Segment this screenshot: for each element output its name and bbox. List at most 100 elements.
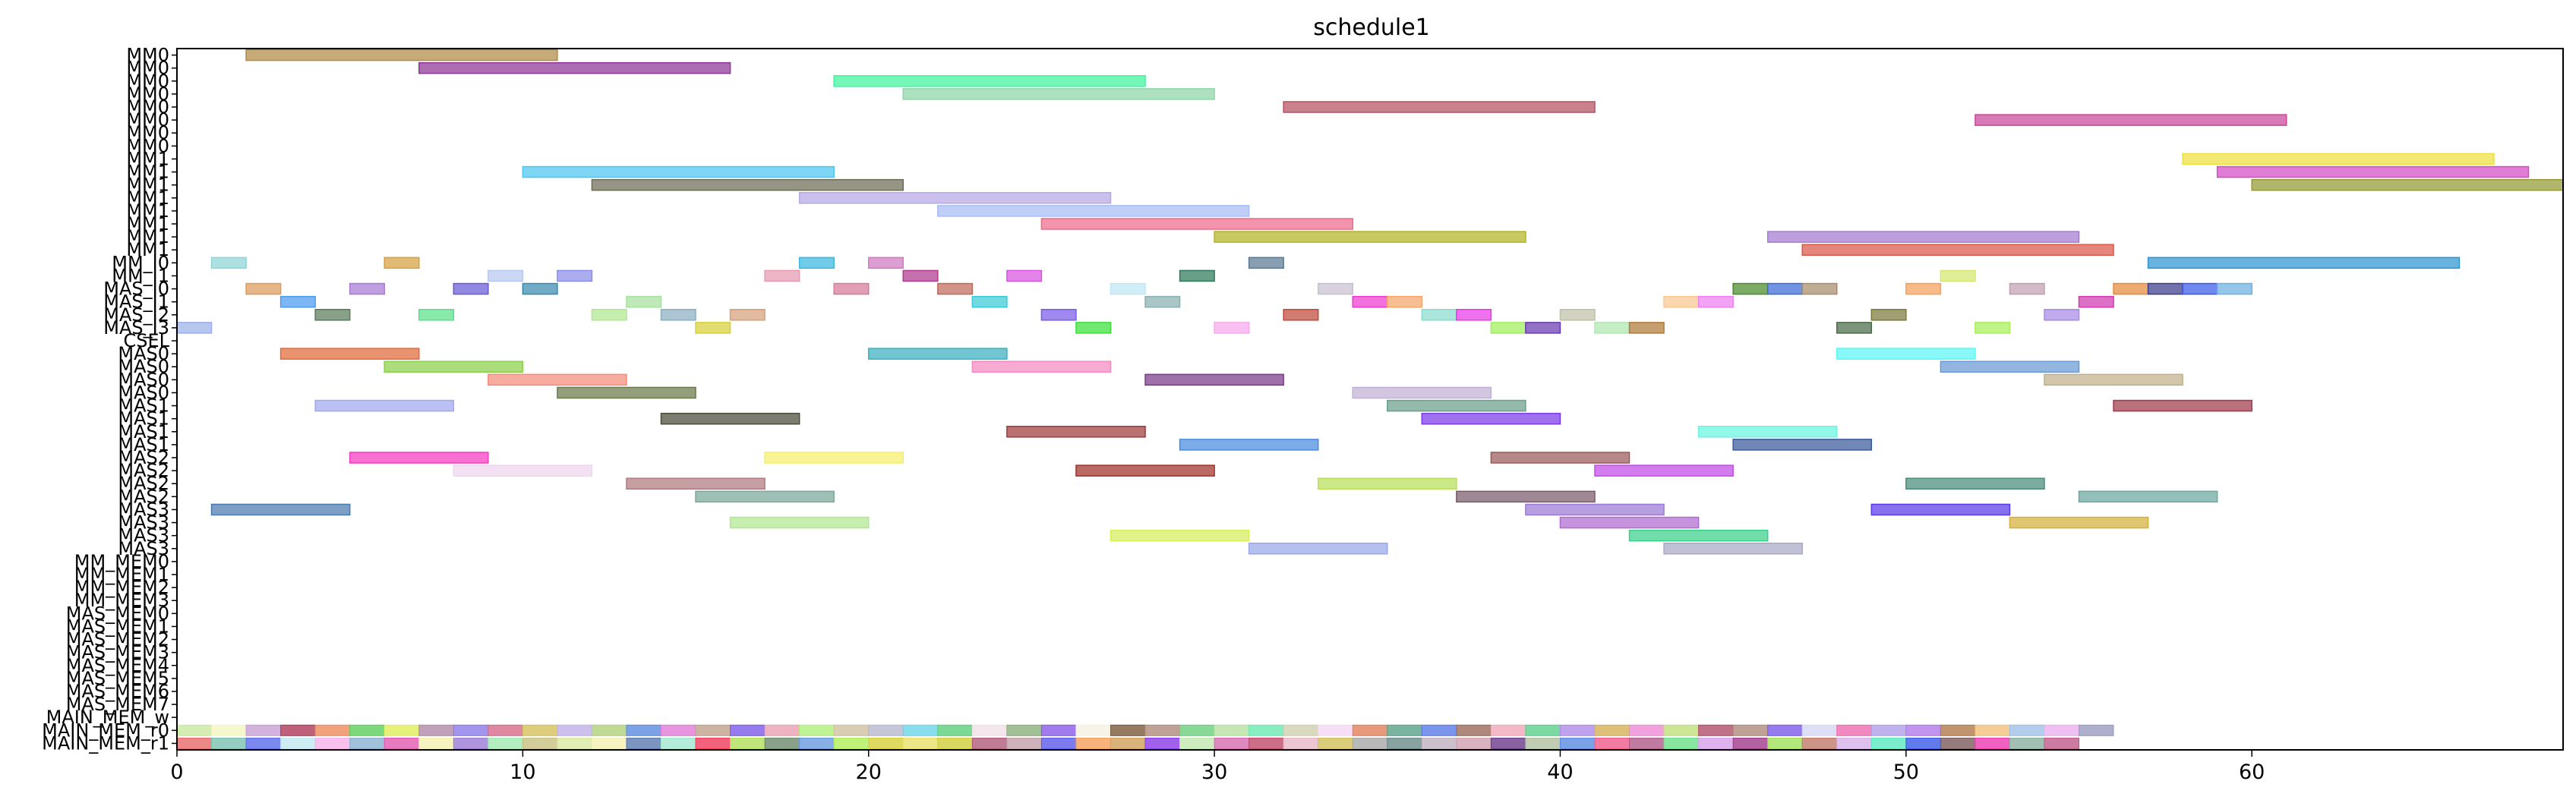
schedule-bar xyxy=(1732,282,1769,295)
y-tick-label: MM0 xyxy=(126,58,169,79)
main-mem-block xyxy=(1179,737,1215,749)
main-mem-block xyxy=(453,724,489,736)
schedule-bar xyxy=(349,452,489,464)
schedule-bar xyxy=(1663,543,1803,555)
schedule-bar xyxy=(1110,529,1250,542)
y-tick-label: MAS3 xyxy=(118,538,169,559)
schedule-bar xyxy=(1594,464,1734,477)
schedule-bar xyxy=(626,477,766,490)
schedule-bar xyxy=(1975,114,2287,126)
main-mem-block xyxy=(730,737,766,749)
schedule-bar xyxy=(1697,295,1734,308)
main-mem-block xyxy=(1040,737,1077,749)
y-tick-label: MAS_MEM3 xyxy=(66,642,169,663)
main-mem-block xyxy=(245,724,282,736)
schedule-bar xyxy=(1283,309,1319,321)
schedule-bar xyxy=(1594,322,1631,334)
main-mem-block xyxy=(937,724,973,736)
main-mem-block xyxy=(557,724,592,736)
main-mem-block xyxy=(1525,737,1561,749)
schedule-bar xyxy=(1352,295,1388,308)
schedule-bar xyxy=(1144,373,1284,386)
schedule-bar xyxy=(833,282,870,295)
main-mem-block xyxy=(1075,737,1111,749)
main-mem-block xyxy=(2009,737,2045,749)
main-mem-block xyxy=(349,737,385,749)
schedule-bar xyxy=(2044,373,2183,386)
y-tick-label: MM0 xyxy=(126,135,169,156)
y-tick-label: MAIN_MEM_r0 xyxy=(42,720,169,741)
main-mem-block xyxy=(1801,737,1838,749)
main-mem-block xyxy=(1456,737,1492,749)
schedule-bar xyxy=(1040,309,1077,321)
main-mem-block xyxy=(1870,724,1907,736)
y-tick-label: MAS_MEM7 xyxy=(66,694,169,715)
main-mem-block xyxy=(349,724,385,736)
schedule-bar xyxy=(798,192,1112,204)
schedule-bar xyxy=(279,295,316,308)
schedule-bar xyxy=(2251,178,2564,191)
y-tick-label: MAS_MEM0 xyxy=(66,603,169,624)
main-mem-block xyxy=(1352,724,1388,736)
schedule-bar xyxy=(2113,282,2149,295)
schedule-bar xyxy=(1075,322,1112,334)
main-mem-block xyxy=(1249,737,1284,749)
schedule-bar xyxy=(210,257,247,269)
schedule-bar xyxy=(245,49,558,61)
schedule-bar xyxy=(1870,309,1907,321)
y-tick-label: MM1 xyxy=(126,148,169,169)
schedule-bar xyxy=(1179,439,1319,451)
schedule-bar xyxy=(1456,490,1596,503)
main-mem-block xyxy=(971,737,1008,749)
main-mem-block xyxy=(1006,724,1042,736)
main-mem-block xyxy=(1663,724,1700,736)
main-mem-layer xyxy=(176,724,2114,749)
schedule-bar xyxy=(453,464,593,477)
x-tick-label: 60 xyxy=(2239,760,2265,784)
main-mem-block xyxy=(1629,724,1665,736)
y-tick-label: MM0 xyxy=(126,71,169,92)
y-tick-label: MAS_MEM6 xyxy=(66,681,169,702)
x-tick-label: 40 xyxy=(1547,760,1573,784)
schedule-bar xyxy=(488,373,627,386)
y-tick-label: MAS0 xyxy=(118,343,169,364)
main-mem-block xyxy=(937,737,973,749)
schedule-bar xyxy=(245,282,282,295)
x-tick-label: 50 xyxy=(1893,760,1919,784)
schedule-bar xyxy=(488,269,524,282)
schedule-bar xyxy=(1006,426,1146,438)
schedule-bar xyxy=(1766,282,1803,295)
main-mem-block xyxy=(211,724,247,736)
schedule-bar xyxy=(2113,399,2252,412)
y-tick-label: MAS2 xyxy=(118,447,169,468)
main-mem-block xyxy=(384,737,420,749)
schedule-bar xyxy=(1490,452,1631,464)
schedule-bar xyxy=(1283,101,1596,113)
main-mem-block xyxy=(764,737,800,749)
main-mem-block xyxy=(1490,737,1526,749)
x-tick-label: 30 xyxy=(1201,760,1227,784)
schedule-bar xyxy=(1766,231,2080,243)
main-mem-block xyxy=(1594,724,1631,736)
y-tick-label: MAS2 xyxy=(118,486,169,507)
y-tick-label: MM_MEM3 xyxy=(74,590,169,611)
main-mem-block xyxy=(453,737,489,749)
schedule-bar xyxy=(1801,244,2114,256)
main-mem-block xyxy=(488,737,523,749)
schedule-bar xyxy=(1387,399,1526,412)
main-mem-block xyxy=(1214,737,1250,749)
schedule-bar xyxy=(971,361,1112,373)
schedule-bar xyxy=(695,322,731,334)
schedule-bar xyxy=(2147,257,2461,269)
plot-frame xyxy=(176,48,2564,751)
main-mem-block xyxy=(1006,737,1042,749)
y-tick-label: MM_MEM0 xyxy=(74,551,169,572)
y-tick-label: MAS_I1 xyxy=(103,291,169,313)
schedule-bar xyxy=(1352,386,1492,399)
schedule-bar xyxy=(1006,269,1043,282)
main-mem-block xyxy=(245,737,282,749)
y-tick-label: MM1 xyxy=(126,213,169,235)
schedule-bar xyxy=(764,269,800,282)
x-tick-label: 0 xyxy=(170,760,183,784)
